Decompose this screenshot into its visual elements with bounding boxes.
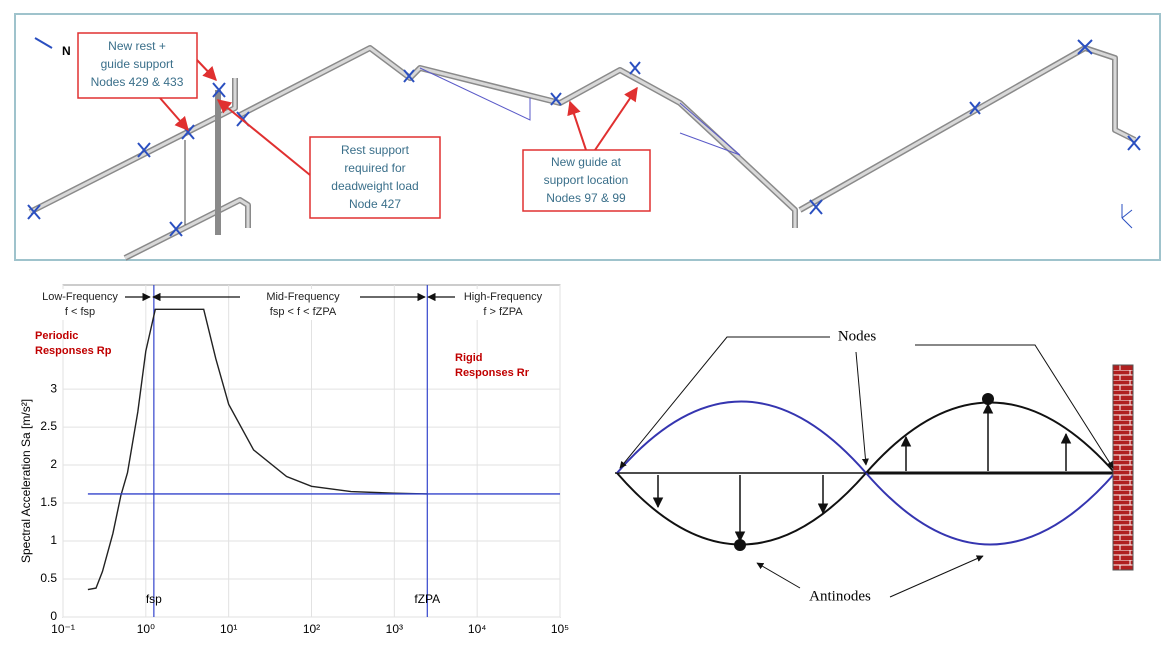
callout-box xyxy=(522,149,651,212)
y-tick-label: 2 xyxy=(50,457,57,471)
callout-text: Node 427 xyxy=(349,197,401,211)
label-bg xyxy=(32,289,128,320)
wave-diagram: Nodes Antinodes xyxy=(615,328,1134,604)
nodes-label: Nodes xyxy=(838,328,876,344)
callout-box xyxy=(309,136,441,219)
y-tick-label: 3 xyxy=(50,381,57,395)
wave-curve xyxy=(865,472,1116,546)
callout-box xyxy=(77,32,198,99)
antinodes-label: Antinodes xyxy=(809,588,871,604)
response-label: Periodic xyxy=(35,330,78,342)
axis-triad xyxy=(1121,204,1133,229)
callout-text: required for xyxy=(344,161,405,175)
pointer xyxy=(855,351,869,466)
spectrum-chart: 0 0.5 1 1.5 2 2.5 3 10⁻¹ 10⁰ 10¹ 10² 10³ 10⁴ 10⁵ Spect… xyxy=(19,284,569,636)
y-tick-label: 1.5 xyxy=(40,495,57,509)
wave-curve xyxy=(616,472,867,546)
callout-arrow xyxy=(567,100,587,151)
callout-text: Nodes 429 & 433 xyxy=(91,75,184,89)
x-tick-label: 10⁵ xyxy=(551,622,569,636)
x-tick-label: 10⁰ xyxy=(137,622,155,636)
region-name: High-Frequency xyxy=(464,291,543,303)
antinode-dot xyxy=(982,393,994,405)
x-tick-label: 10⁴ xyxy=(468,622,487,636)
callout-text: New guide at xyxy=(551,155,622,169)
pointer xyxy=(619,336,830,469)
response-label: Responses Rr xyxy=(455,367,530,379)
response-label: Rigid xyxy=(455,352,483,364)
y-tick-label: 2.5 xyxy=(40,419,57,433)
x-tick-label: 10⁻¹ xyxy=(51,622,75,636)
pipe-route xyxy=(28,45,1137,261)
y-tick-label: 1 xyxy=(50,533,57,547)
pointer xyxy=(756,562,801,589)
callout-arrow xyxy=(196,59,217,82)
x-tick-label: 10² xyxy=(303,622,320,636)
callout-text: New rest + xyxy=(108,39,166,53)
pointer xyxy=(915,344,1114,469)
north-label: N xyxy=(62,44,71,58)
callout-arrow xyxy=(594,86,638,151)
marker-label: fZPA xyxy=(414,592,440,606)
callout-text: support location xyxy=(544,173,629,187)
series-line xyxy=(87,308,428,591)
marker-label: fsp xyxy=(146,592,162,606)
response-label: Responses Rp xyxy=(35,345,112,357)
x-tick-label: 10³ xyxy=(386,622,403,636)
callout-arrow xyxy=(159,97,189,132)
region-name: Low-Frequency xyxy=(42,291,118,303)
x-tick-label: 10¹ xyxy=(220,622,237,636)
label-bg xyxy=(255,289,351,320)
north-arrow xyxy=(34,37,53,49)
pointer xyxy=(889,555,984,598)
y-axis-label: Spectral Acceleration Sa [m/s²] xyxy=(19,399,33,563)
region-condition: f < fsp xyxy=(65,306,95,318)
piping-panel: N New rest + guide support Nodes 429 & 4… xyxy=(14,13,1161,261)
callout-text: guide support xyxy=(101,57,174,71)
label-bg xyxy=(455,289,551,320)
y-tick-label: 0 xyxy=(50,609,57,623)
region-condition: f > fZPA xyxy=(483,306,523,318)
support-symbols xyxy=(27,39,1141,237)
callout-text: deadweight load xyxy=(331,179,418,193)
antinode-dot xyxy=(734,539,746,551)
callout-arrow xyxy=(216,99,311,176)
y-tick-label: 0.5 xyxy=(40,571,57,585)
region-name: Mid-Frequency xyxy=(266,291,340,303)
callout-text: Nodes 97 & 99 xyxy=(546,191,626,205)
wave-curve xyxy=(616,400,867,474)
callout-text: Rest support xyxy=(341,143,410,157)
wall xyxy=(1112,364,1134,571)
displacement-arrows xyxy=(652,402,1072,543)
region-condition: fsp < f < fZPA xyxy=(270,306,337,318)
